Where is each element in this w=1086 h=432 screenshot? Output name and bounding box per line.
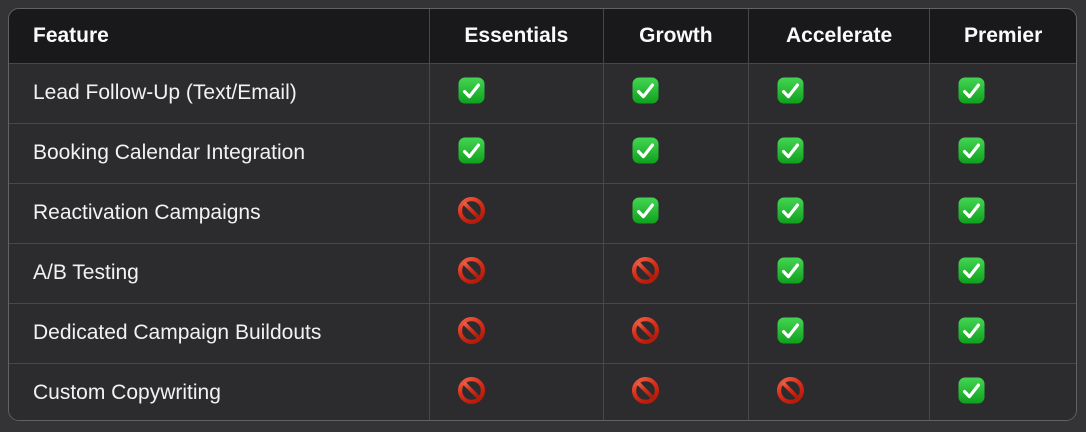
check-mark-button-icon (457, 76, 486, 105)
value-cell (602, 302, 749, 364)
prohibited-icon (457, 376, 486, 405)
table-row: Reactivation Campaigns (9, 182, 1076, 244)
header-row: Feature Essentials Growth Accelerate Pre… (9, 9, 1076, 64)
value-cell (428, 62, 604, 124)
header-growth: Growth (602, 9, 749, 64)
header-accelerate: Accelerate (747, 9, 931, 64)
check-mark-button-icon (631, 136, 660, 165)
prohibited-icon (457, 256, 486, 285)
value-cell (602, 242, 749, 304)
value-cell (602, 182, 749, 244)
check-mark-button-icon (957, 196, 986, 225)
value-cell (428, 182, 604, 244)
check-mark-button-icon (776, 76, 805, 105)
value-cell (929, 182, 1076, 244)
check-mark-button-icon (957, 316, 986, 345)
value-cell (747, 182, 931, 244)
feature-comparison-card: Feature Essentials Growth Accelerate Pre… (8, 8, 1077, 421)
value-cell (428, 242, 604, 304)
table-row: Booking Calendar Integration (9, 122, 1076, 184)
feature-name: Custom Copywriting (33, 381, 221, 405)
check-mark-button-icon (631, 76, 660, 105)
value-cell (428, 362, 604, 420)
table-row: Custom Copywriting (9, 362, 1076, 420)
table-header: Feature Essentials Growth Accelerate Pre… (9, 9, 1076, 64)
prohibited-icon (457, 316, 486, 345)
value-cell (747, 122, 931, 184)
check-mark-button-icon (776, 256, 805, 285)
check-mark-button-icon (957, 256, 986, 285)
value-cell (747, 242, 931, 304)
value-cell (929, 122, 1076, 184)
table-body: Lead Follow-Up (Text/Email) (9, 62, 1076, 420)
value-cell (602, 362, 749, 420)
prohibited-icon (631, 376, 660, 405)
check-mark-button-icon (776, 316, 805, 345)
feature-name: Reactivation Campaigns (33, 201, 261, 224)
value-cell (428, 122, 604, 184)
header-feature: Feature (9, 9, 430, 64)
value-cell (602, 122, 749, 184)
check-mark-button-icon (957, 136, 986, 165)
value-cell (747, 362, 931, 420)
header-essentials: Essentials (428, 9, 604, 64)
check-mark-button-icon (957, 376, 986, 405)
feature-name: A/B Testing (33, 261, 139, 284)
check-mark-button-icon (957, 76, 986, 105)
value-cell (929, 62, 1076, 124)
table-row: Dedicated Campaign Buildouts (9, 302, 1076, 364)
header-premier: Premier (929, 9, 1076, 64)
feature-cell: Reactivation Campaigns (9, 182, 430, 244)
feature-comparison-table: Feature Essentials Growth Accelerate Pre… (9, 9, 1076, 420)
value-cell (929, 362, 1076, 420)
feature-cell: Custom Copywriting (9, 362, 430, 420)
value-cell (929, 302, 1076, 364)
prohibited-icon (776, 376, 805, 405)
table-row: A/B Testing (9, 242, 1076, 304)
prohibited-icon (457, 196, 486, 225)
feature-cell: Lead Follow-Up (Text/Email) (9, 62, 430, 124)
feature-cell: Dedicated Campaign Buildouts (9, 302, 430, 364)
check-mark-button-icon (776, 196, 805, 225)
feature-cell: Booking Calendar Integration (9, 122, 430, 184)
table-row: Lead Follow-Up (Text/Email) (9, 62, 1076, 124)
feature-cell: A/B Testing (9, 242, 430, 304)
value-cell (428, 302, 604, 364)
prohibited-icon (631, 256, 660, 285)
value-cell (929, 242, 1076, 304)
prohibited-icon (631, 316, 660, 345)
value-cell (602, 62, 749, 124)
check-mark-button-icon (631, 196, 660, 225)
value-cell (747, 302, 931, 364)
check-mark-button-icon (457, 136, 486, 165)
feature-name: Booking Calendar Integration (33, 141, 306, 164)
feature-name: Lead Follow-Up (Text/Email) (33, 81, 297, 104)
feature-name: Dedicated Campaign Buildouts (33, 321, 322, 344)
check-mark-button-icon (776, 136, 805, 165)
value-cell (747, 62, 931, 124)
